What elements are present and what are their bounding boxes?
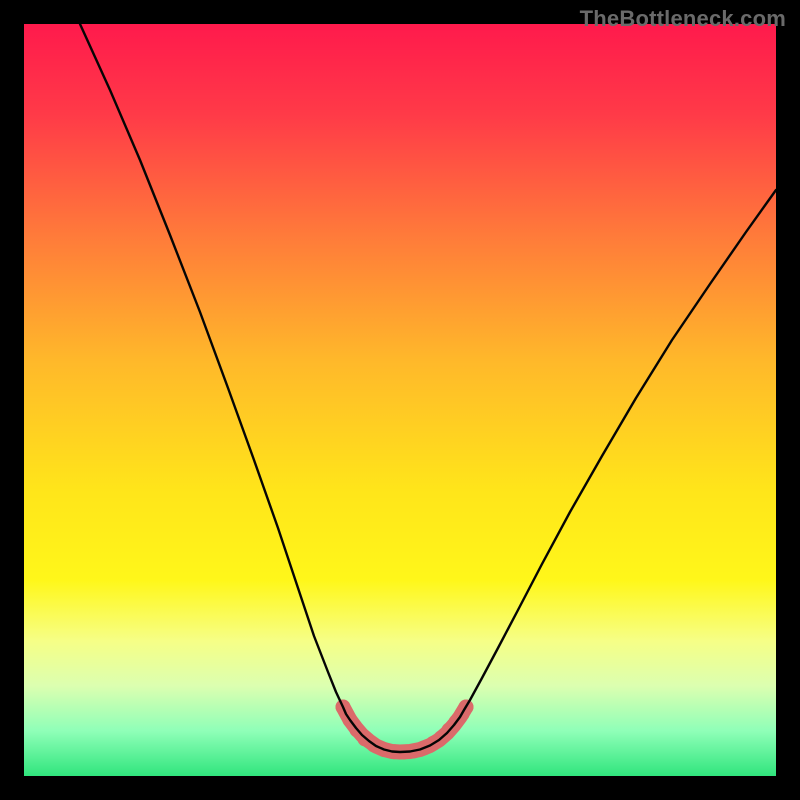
plot-area xyxy=(24,24,776,776)
watermark-text: TheBottleneck.com xyxy=(580,6,786,32)
curve-layer xyxy=(24,24,776,776)
bottleneck-curve xyxy=(80,24,776,752)
chart-frame: TheBottleneck.com xyxy=(0,0,800,800)
